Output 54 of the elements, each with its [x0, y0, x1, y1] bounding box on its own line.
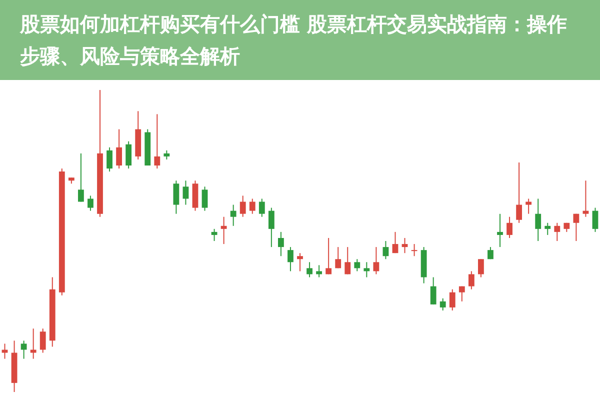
- candlestick: [506, 216, 512, 238]
- candlestick: [30, 328, 36, 360]
- candlestick: [40, 328, 46, 354]
- candlestick: [326, 237, 332, 275]
- candlestick: [182, 180, 189, 206]
- candlestick: [468, 270, 474, 290]
- candlestick: [544, 222, 551, 236]
- candlestick: [573, 213, 580, 242]
- candlestick: [202, 186, 208, 212]
- candlestick: [392, 231, 398, 254]
- candlestick: [154, 114, 160, 170]
- candlestick: [278, 231, 284, 257]
- candlestick: [306, 262, 312, 278]
- candlestick: [582, 180, 589, 218]
- candlestick: [554, 222, 560, 242]
- candlestick: [440, 298, 446, 311]
- candlestick: [526, 198, 532, 214]
- candlestick: [535, 198, 542, 242]
- candlestick: [211, 228, 218, 242]
- candlestick: [268, 207, 274, 248]
- candlestick: [288, 246, 294, 272]
- candlestick: [335, 246, 342, 269]
- candlestick: [458, 286, 465, 302]
- candlestick: [78, 152, 84, 202]
- candlestick: [173, 180, 180, 214]
- candlestick: [258, 198, 265, 218]
- candlestick: [316, 264, 322, 278]
- candlestick: [230, 204, 236, 226]
- candlestick: [297, 252, 303, 272]
- candlestick: [516, 162, 522, 224]
- candlestick: [354, 258, 360, 272]
- candlestick: [382, 240, 389, 260]
- candlestick: [2, 343, 8, 360]
- candlestick: [449, 288, 456, 311]
- candlestick: [20, 340, 27, 360]
- candlestick: [344, 246, 351, 275]
- candlestick: [592, 207, 598, 232]
- chart-title: 股票如何加杠杆购买有什么门槛 股票杠杆交易实战指南：操作步骤、风险与策略全解析: [19, 12, 567, 68]
- candlestick: [88, 195, 94, 212]
- candlestick: [402, 237, 408, 254]
- candlestick: [164, 150, 170, 160]
- candlestick: [106, 146, 112, 172]
- candlestick: [373, 246, 380, 275]
- candlestick: [497, 213, 503, 248]
- candlestick: [411, 244, 418, 257]
- candlestick: [478, 258, 484, 278]
- candlestick: [126, 140, 132, 170]
- candlestick: [220, 216, 227, 245]
- candlestick: [240, 195, 246, 218]
- candlestick: [364, 262, 370, 278]
- candlestick: [116, 128, 122, 170]
- candlestick: [430, 276, 436, 305]
- candlestick: [488, 246, 494, 260]
- candlestick: [249, 198, 256, 214]
